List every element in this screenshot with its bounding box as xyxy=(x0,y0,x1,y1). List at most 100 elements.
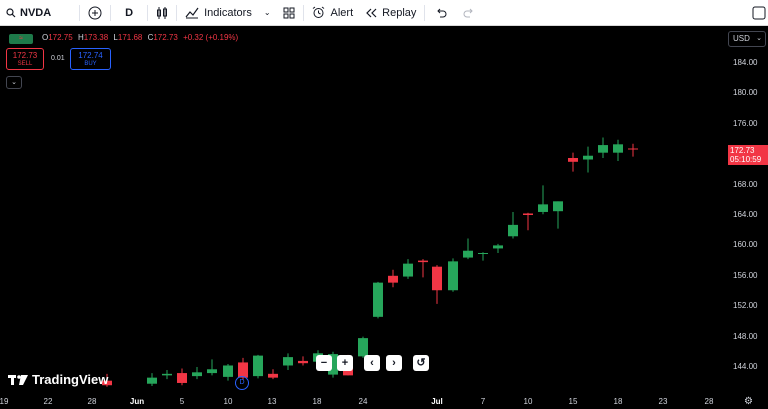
candle-body xyxy=(388,275,398,283)
candlestick-series xyxy=(102,137,638,387)
time-tick: 15 xyxy=(568,397,578,406)
candle-body xyxy=(343,368,353,376)
candle-body xyxy=(553,201,563,212)
top-toolbar: NVDA D Indicators ⌄ Alert Replay xyxy=(0,0,768,26)
sell-button[interactable]: 172.73 SELL xyxy=(6,48,44,70)
close-value: 172.73 xyxy=(153,33,178,42)
candle xyxy=(358,336,368,358)
scroll-left-button[interactable]: ‹ xyxy=(364,355,380,371)
currency-selector[interactable]: USD ⌄ xyxy=(728,31,766,47)
candle-body xyxy=(568,158,578,162)
symbol-search[interactable]: NVDA xyxy=(0,0,57,26)
time-tick: 5 xyxy=(179,397,185,406)
candle xyxy=(523,212,533,231)
time-tick: 24 xyxy=(358,397,368,406)
indicators-button[interactable]: Indicators ⌄ xyxy=(179,0,276,26)
square-icon xyxy=(752,6,766,19)
price-tick: 176.00 xyxy=(733,118,758,128)
tv-logo-icon xyxy=(8,374,28,385)
high-label: H xyxy=(77,33,84,42)
price-tick: 152.00 xyxy=(733,301,758,311)
chart-type-button[interactable] xyxy=(150,0,174,26)
legend-toggle-icon[interactable]: ≈ xyxy=(9,34,33,44)
time-tick: 7 xyxy=(480,397,486,406)
alert-label: Alert xyxy=(330,6,354,19)
candle-body xyxy=(628,148,638,150)
candle-body xyxy=(328,354,338,375)
last-price-value: 172.73 xyxy=(730,146,755,155)
candle xyxy=(388,269,398,288)
sell-label: SELL xyxy=(17,61,33,67)
candle-body xyxy=(508,224,518,237)
candle-body xyxy=(147,377,157,384)
chevron-down-icon: ⌄ xyxy=(756,35,762,42)
minus-icon: − xyxy=(320,357,328,369)
buy-price: 172.74 xyxy=(78,51,103,60)
bar-countdown: 05:10:59 xyxy=(730,155,762,164)
candle xyxy=(223,363,233,381)
toolbar-divider xyxy=(424,4,426,21)
buy-button[interactable]: 172.74 BUY xyxy=(70,48,111,70)
chart-canvas[interactable] xyxy=(0,27,726,394)
templates-button[interactable] xyxy=(277,0,301,26)
candle xyxy=(162,370,172,380)
spread-value: 0.01 xyxy=(51,55,65,62)
rewind-icon xyxy=(366,8,377,17)
candle xyxy=(147,373,157,386)
candle-body xyxy=(403,263,413,277)
candle xyxy=(493,243,503,253)
price-tick: 160.00 xyxy=(733,240,758,250)
time-tick: 22 xyxy=(43,397,53,406)
close-label: C xyxy=(147,33,154,42)
open-label: O xyxy=(42,33,49,42)
scroll-right-button[interactable]: › xyxy=(386,355,402,371)
candle xyxy=(102,373,112,387)
indicators-label: Indicators xyxy=(204,6,252,19)
buy-label: BUY xyxy=(84,61,97,67)
candle-body xyxy=(177,373,187,383)
candle-body xyxy=(253,355,263,377)
time-tick: 18 xyxy=(613,397,623,406)
candle-body xyxy=(283,357,293,366)
change-value: +0.32 (+0.19%) xyxy=(183,33,239,42)
candle xyxy=(598,137,608,158)
chevron-left-icon: ‹ xyxy=(370,357,374,369)
toolbar-divider xyxy=(110,4,112,21)
candle xyxy=(448,258,458,292)
candle-body xyxy=(598,145,608,153)
ohlc-legend: O172.75 H173.38 L171.68 C172.73 +0.32 (+… xyxy=(42,33,241,42)
interval-button[interactable]: D xyxy=(113,0,145,26)
candle xyxy=(177,368,187,386)
candle xyxy=(463,238,473,260)
undo-button[interactable] xyxy=(427,0,455,26)
price-tick: 144.00 xyxy=(733,362,758,371)
zoom-out-button[interactable]: − xyxy=(316,355,332,371)
alert-button[interactable]: Alert xyxy=(306,0,360,26)
collapse-legend-button[interactable]: ⌄ xyxy=(6,76,22,89)
candle-body xyxy=(207,369,217,374)
last-price-label: 172.73 05:10:59 xyxy=(728,145,768,165)
price-tick: 156.00 xyxy=(733,270,758,280)
time-tick: 28 xyxy=(87,397,97,406)
compare-button[interactable] xyxy=(82,0,108,26)
reset-chart-button[interactable]: ↺ xyxy=(413,355,429,371)
dividend-marker[interactable]: D xyxy=(235,376,249,390)
settings-gear-icon[interactable]: ⚙ xyxy=(744,396,753,407)
candle-body xyxy=(493,245,503,249)
candle xyxy=(568,152,578,172)
plus-circle-icon xyxy=(88,6,102,19)
toolbar-divider xyxy=(302,4,304,21)
tradingview-logo: TradingView xyxy=(8,372,108,387)
time-tick: 13 xyxy=(267,397,277,406)
layout-button[interactable] xyxy=(746,0,768,26)
candle xyxy=(478,252,488,261)
time-axis[interactable] xyxy=(0,394,768,409)
price-axis[interactable] xyxy=(726,27,768,394)
candle xyxy=(283,353,293,371)
price-tick: 148.00 xyxy=(733,331,758,341)
zoom-in-button[interactable]: + xyxy=(337,355,353,371)
redo-button[interactable] xyxy=(455,0,483,26)
price-tick: 168.00 xyxy=(733,179,758,189)
replay-button[interactable]: Replay xyxy=(359,0,422,26)
candle-body xyxy=(373,282,383,317)
